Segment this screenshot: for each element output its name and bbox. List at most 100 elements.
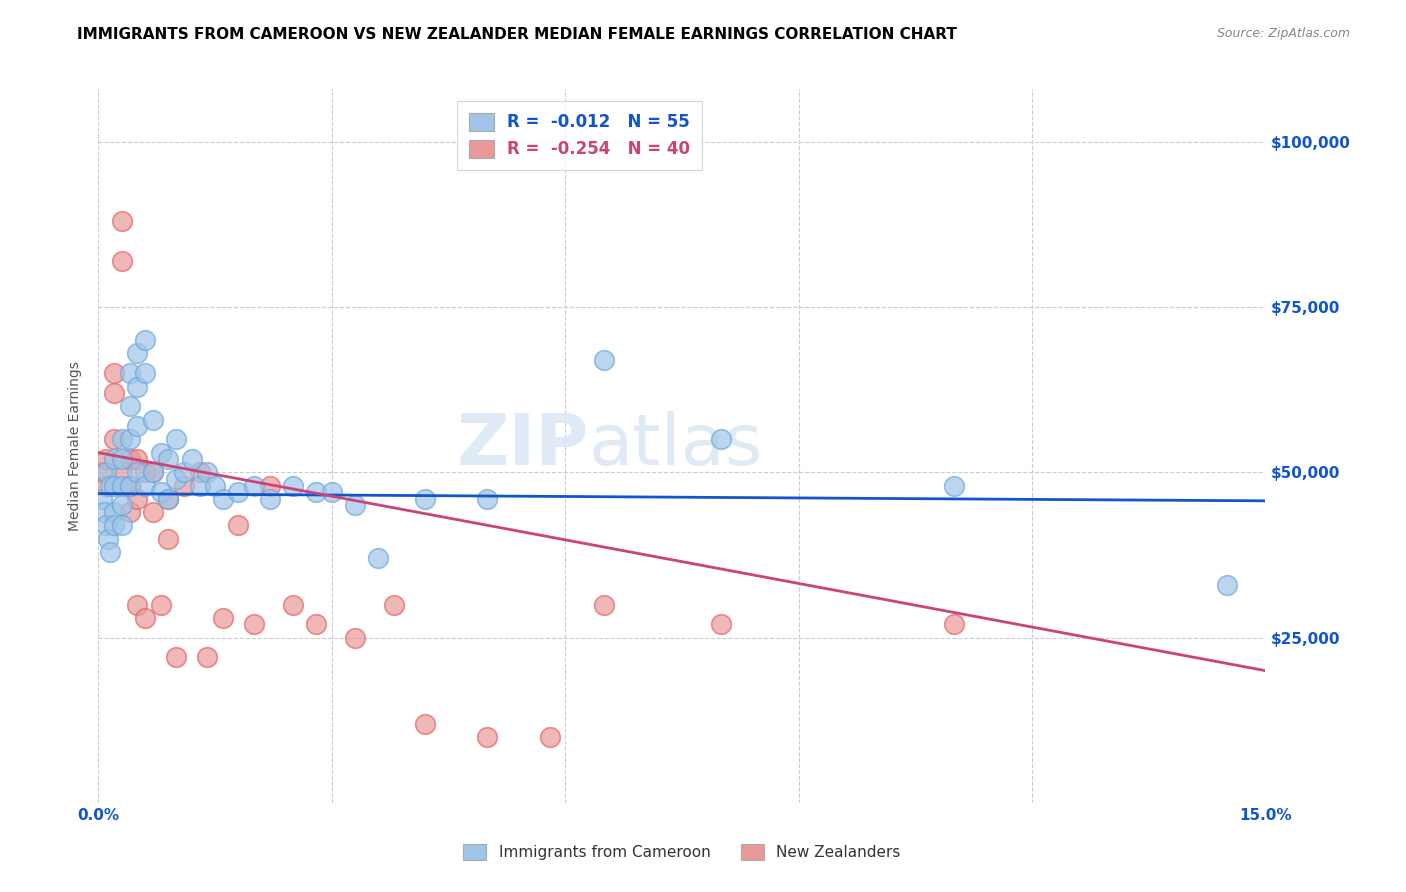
Point (195, 466, 218, 480)
Point (228, 485, 250, 500)
Point (127, 466, 149, 480)
Point (93, 505, 115, 519)
Point (91, 466, 114, 480)
Point (281, 478, 304, 492)
Point (157, 452, 180, 467)
Point (127, 379, 149, 393)
Point (281, 598, 304, 612)
Point (134, 478, 156, 492)
Point (98, 545, 121, 559)
Point (142, 412, 165, 426)
Point (195, 650, 218, 665)
Point (188, 478, 211, 492)
Point (593, 598, 616, 612)
Point (96, 478, 118, 492)
Text: IMMIGRANTS FROM CAMEROON VS NEW ZEALANDER MEDIAN FEMALE EARNINGS CORRELATION CHA: IMMIGRANTS FROM CAMEROON VS NEW ZEALANDE… (77, 27, 957, 42)
Point (165, 650, 187, 665)
Point (96, 466, 118, 480)
Point (538, 730, 561, 744)
Point (127, 419, 149, 434)
Point (173, 478, 195, 492)
Point (103, 386, 125, 401)
Point (180, 452, 202, 467)
Point (142, 505, 165, 519)
Point (103, 518, 125, 533)
Point (157, 491, 180, 506)
Point (710, 433, 733, 447)
Point (111, 433, 134, 447)
Point (118, 400, 141, 414)
Point (118, 433, 141, 447)
Point (118, 478, 141, 492)
Point (243, 478, 266, 492)
Point (1215, 578, 1237, 592)
Point (111, 254, 134, 268)
Point (593, 353, 616, 368)
Point (305, 485, 328, 500)
Point (413, 491, 436, 506)
Point (134, 611, 156, 625)
Point (259, 491, 281, 506)
Point (157, 532, 180, 546)
Point (212, 491, 235, 506)
Point (943, 478, 966, 492)
Point (173, 466, 195, 480)
Point (204, 478, 226, 492)
Point (96, 518, 118, 533)
Point (103, 478, 125, 492)
Point (344, 631, 367, 645)
Point (134, 367, 156, 381)
Point (710, 617, 733, 632)
Point (111, 452, 134, 467)
Point (157, 491, 180, 506)
Point (188, 466, 211, 480)
Point (91, 491, 114, 506)
Text: ZIP: ZIP (457, 411, 589, 481)
Legend: Immigrants from Cameroon, New Zealanders: Immigrants from Cameroon, New Zealanders (457, 838, 907, 866)
Point (321, 485, 343, 500)
Point (103, 367, 125, 381)
Point (165, 472, 187, 486)
Point (344, 499, 367, 513)
Point (212, 611, 235, 625)
Point (228, 518, 250, 533)
Point (259, 478, 281, 492)
Point (477, 491, 499, 506)
Point (111, 518, 134, 533)
Point (382, 598, 405, 612)
Point (127, 598, 149, 612)
Point (103, 505, 125, 519)
Point (127, 346, 149, 360)
Point (98, 478, 121, 492)
Point (367, 551, 389, 566)
Point (165, 433, 187, 447)
Point (111, 478, 134, 492)
Point (134, 333, 156, 347)
Point (127, 491, 149, 506)
Point (118, 478, 141, 492)
Text: Source: ZipAtlas.com: Source: ZipAtlas.com (1216, 27, 1350, 40)
Point (477, 730, 499, 744)
Point (413, 716, 436, 731)
Point (943, 617, 966, 632)
Point (149, 445, 172, 459)
Point (96, 452, 118, 467)
Point (111, 466, 134, 480)
Point (118, 452, 141, 467)
Point (103, 433, 125, 447)
Point (97, 532, 120, 546)
Point (118, 505, 141, 519)
Point (118, 367, 141, 381)
Point (134, 466, 156, 480)
Point (142, 466, 165, 480)
Point (103, 452, 125, 467)
Point (149, 598, 172, 612)
Point (111, 499, 134, 513)
Point (243, 617, 266, 632)
Y-axis label: Median Female Earnings: Median Female Earnings (69, 361, 83, 531)
Point (127, 452, 149, 467)
Point (149, 485, 172, 500)
Text: atlas: atlas (589, 411, 763, 481)
Point (142, 466, 165, 480)
Point (305, 617, 328, 632)
